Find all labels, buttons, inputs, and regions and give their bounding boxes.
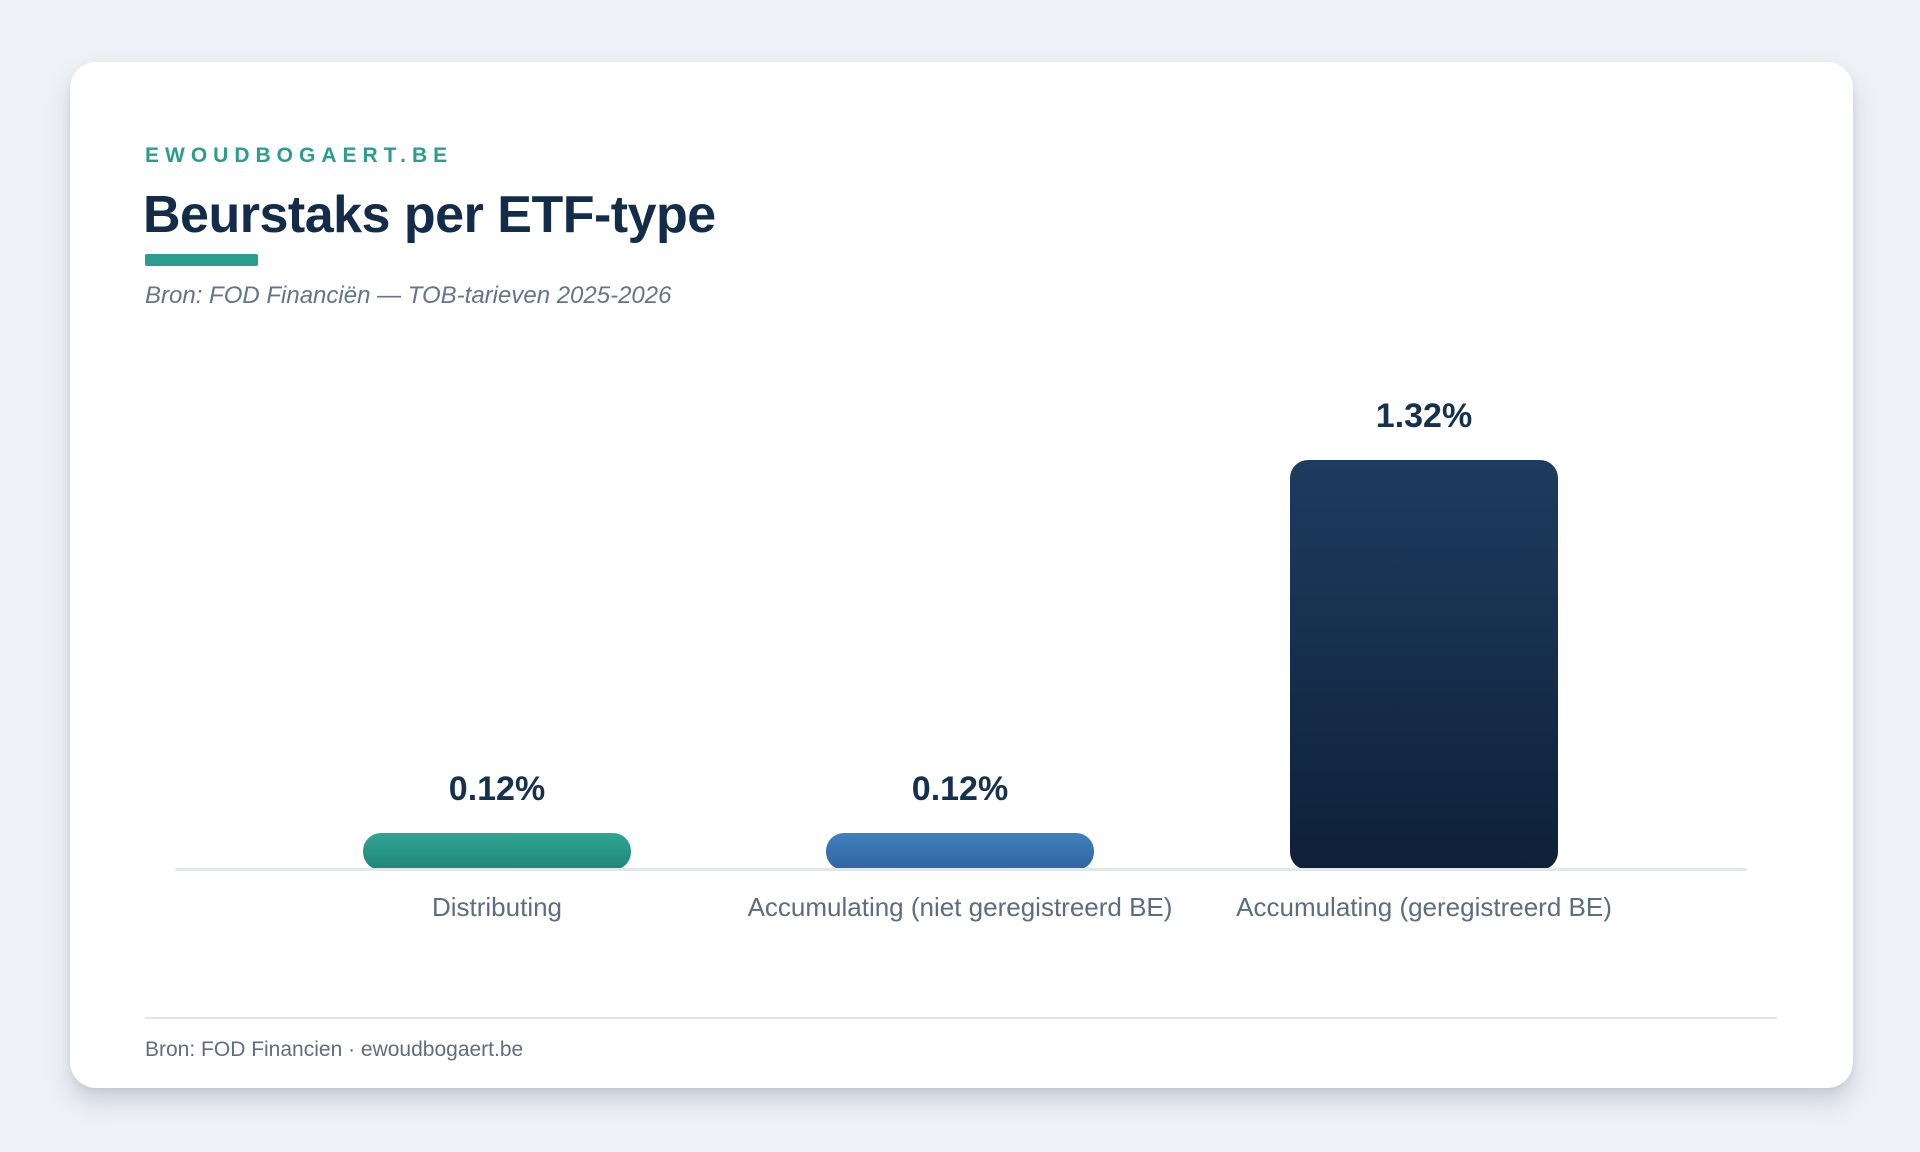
bar-accumulating-niet-geregistreerd — [826, 833, 1094, 870]
chart-subtitle: Bron: FOD Financiën — TOB-tarieven 2025-… — [145, 282, 672, 309]
chart-card: EWOUDBOGAERT.BE Beurstaks per ETF-type B… — [70, 62, 1853, 1088]
bar-value-label: 1.32% — [1375, 397, 1473, 435]
accent-underline — [145, 254, 258, 266]
bar-group-distributing: 0.12% Distributing — [363, 769, 631, 922]
footer-divider — [145, 1017, 1777, 1019]
bar-category-label: Accumulating (geregistreerd BE) — [1236, 892, 1612, 922]
bar-distributing — [363, 833, 631, 870]
footer-source: Bron: FOD Financien · ewoudbogaert.be — [145, 1038, 524, 1061]
bar-category-label: Distributing — [431, 892, 563, 922]
bar-chart: 0.12% Distributing 0.12% Accumulating (n… — [175, 362, 1747, 922]
bar-value-label: 0.12% — [448, 770, 546, 808]
bar-group-accumulating-geregistreerd: 1.32% Accumulating (geregistreerd BE) — [1236, 396, 1612, 922]
brand-kicker: EWOUDBOGAERT.BE — [145, 144, 454, 167]
bar-group-accumulating-niet-geregistreerd: 0.12% Accumulating (niet geregistreerd B… — [748, 769, 1173, 922]
bar-accumulating-geregistreerd — [1290, 460, 1558, 870]
bar-category-label: Accumulating (niet geregistreerd BE) — [747, 892, 1173, 922]
baseline-axis — [175, 868, 1747, 871]
bar-value-label: 0.12% — [911, 770, 1009, 808]
chart-title: Beurstaks per ETF-type — [143, 186, 716, 244]
